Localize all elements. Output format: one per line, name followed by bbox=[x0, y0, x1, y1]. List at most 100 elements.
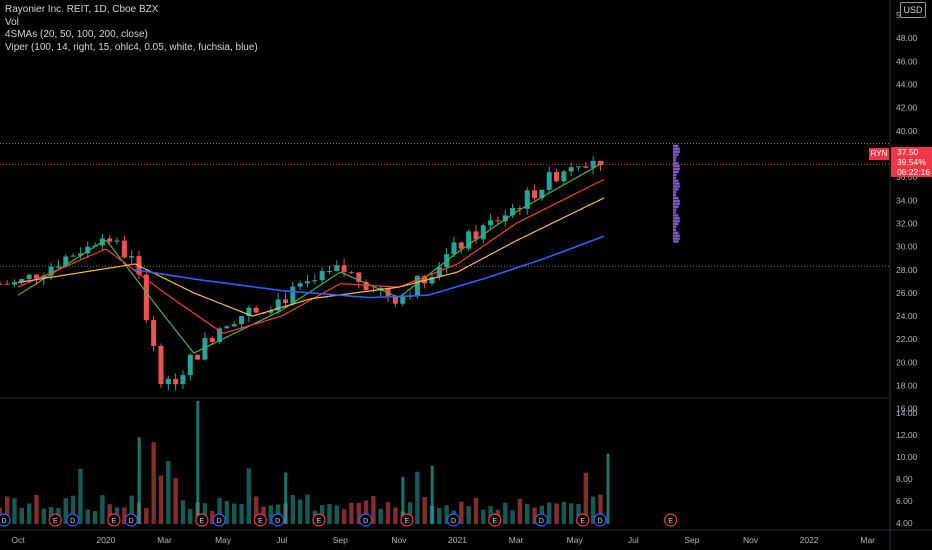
event-marker-label: E bbox=[317, 518, 322, 525]
volume-bar bbox=[444, 505, 449, 524]
earnings-marker[interactable]: E bbox=[195, 513, 209, 527]
earnings-marker[interactable]: E bbox=[48, 513, 62, 527]
event-marker-label: D bbox=[597, 518, 602, 525]
volume-bars bbox=[0, 401, 610, 524]
volume-bar bbox=[78, 468, 83, 524]
volume-spike-bar bbox=[401, 476, 405, 524]
legend-viper[interactable]: Viper (100, 14, right, 15, ohlc4, 0.05, … bbox=[5, 41, 258, 53]
candle-body bbox=[583, 166, 589, 168]
dividend-marker[interactable]: D bbox=[359, 513, 373, 527]
volume-bar bbox=[327, 504, 332, 524]
dividend-marker[interactable]: D bbox=[212, 513, 226, 527]
dividend-marker[interactable]: D bbox=[446, 513, 461, 527]
earnings-marker[interactable]: E bbox=[312, 513, 326, 527]
time-axis: Oct 2020 Mar May Jul Sep Nov 2021 Mar May Jul Sep No… bbox=[11, 535, 875, 545]
price-tick-label: 18.00 bbox=[896, 381, 918, 391]
dividend-marker[interactable]: D bbox=[534, 513, 549, 527]
time-tick-label: Sep bbox=[684, 535, 699, 545]
candle-body bbox=[165, 378, 171, 385]
volume-bar bbox=[407, 502, 413, 524]
volume-spike-bar bbox=[137, 437, 141, 524]
legend-sma[interactable]: 4SMAs (20, 50, 100, 200, close) bbox=[5, 29, 148, 40]
candle-body bbox=[158, 345, 164, 385]
event-marker-label: E bbox=[405, 518, 410, 525]
candle-body bbox=[576, 166, 582, 168]
candle-body bbox=[187, 354, 193, 376]
legend-volume[interactable]: Vol bbox=[5, 16, 19, 28]
candle-body bbox=[180, 375, 186, 385]
legend-symbol[interactable]: Rayonier Inc. REIT, 1D, Cboe BZX bbox=[5, 4, 159, 15]
volume-bar bbox=[180, 500, 186, 524]
dividend-marker[interactable]: D bbox=[65, 513, 80, 527]
earnings-marker[interactable]: E bbox=[253, 513, 267, 527]
viper-profile-row bbox=[673, 185, 680, 188]
volume-bar bbox=[378, 508, 383, 524]
candle-body bbox=[436, 267, 442, 277]
price-tick-label: 48.00 bbox=[896, 33, 918, 43]
event-marker-circle bbox=[124, 513, 138, 527]
candle-body bbox=[524, 190, 530, 209]
earnings-marker[interactable]: E bbox=[400, 513, 414, 527]
candle-body bbox=[356, 272, 362, 282]
candle-body bbox=[77, 253, 83, 256]
price-tick-label: 30.00 bbox=[896, 242, 918, 252]
event-marker-circle bbox=[107, 513, 121, 527]
volume-bar bbox=[568, 503, 574, 524]
viper-profile-row bbox=[673, 188, 679, 191]
volume-bar bbox=[422, 496, 427, 524]
viper-profile-row bbox=[673, 159, 677, 162]
earnings-marker[interactable]: E bbox=[488, 513, 502, 527]
sma-line-sma200 bbox=[135, 235, 605, 299]
dividend-marker[interactable]: D bbox=[124, 513, 138, 527]
event-marker-label: D bbox=[451, 518, 456, 525]
price-tick-label: 26.00 bbox=[896, 288, 918, 298]
volume-bar bbox=[34, 494, 39, 524]
currency-button[interactable]: USD bbox=[900, 2, 926, 18]
price-tag-box: 37.50 39.54% 06:22:16 bbox=[891, 147, 932, 177]
event-marker-label: D bbox=[129, 518, 134, 525]
volume-tick-label: 6.00 bbox=[896, 496, 913, 506]
candle-body bbox=[517, 208, 523, 210]
earnings-marker[interactable]: E bbox=[663, 513, 678, 527]
volume-tick-label: 4.00 bbox=[896, 518, 913, 528]
dividend-marker[interactable]: D bbox=[593, 513, 607, 527]
volume-bar bbox=[92, 511, 98, 524]
volume-bar bbox=[481, 509, 486, 524]
volume-bar bbox=[144, 508, 149, 524]
dividend-marker[interactable]: D bbox=[271, 513, 285, 527]
viper-profile-row bbox=[673, 208, 677, 211]
volume-bar bbox=[239, 504, 244, 524]
volume-bar bbox=[385, 501, 391, 524]
event-marker-circle bbox=[65, 513, 80, 527]
viper-profile-row bbox=[673, 196, 679, 200]
viper-profile-row bbox=[673, 202, 680, 206]
volume-bar bbox=[525, 504, 530, 524]
sma-line-sma20 bbox=[17, 161, 605, 354]
event-marker-label: D bbox=[217, 518, 222, 525]
candle-body bbox=[129, 256, 135, 258]
earnings-marker[interactable]: E bbox=[576, 513, 590, 527]
price-tick-label: 46.00 bbox=[896, 56, 918, 66]
candle-body bbox=[385, 288, 391, 296]
event-marker-circle bbox=[400, 513, 414, 527]
price-tick-label: 32.00 bbox=[896, 218, 918, 228]
volume-bar bbox=[547, 502, 552, 524]
volume-bar bbox=[466, 506, 471, 524]
volume-bar bbox=[371, 495, 376, 524]
price-tick-label: 42.00 bbox=[896, 103, 918, 113]
volume-bar bbox=[305, 494, 310, 524]
volume-bar bbox=[503, 502, 508, 524]
viper-profile-row bbox=[673, 237, 680, 240]
event-marker-label: D bbox=[1, 518, 6, 525]
volume-bar bbox=[232, 503, 237, 524]
candle-body bbox=[11, 282, 17, 285]
event-marker-label: E bbox=[492, 518, 497, 525]
price-tag-countdown: 06:22:16 bbox=[897, 167, 931, 177]
price-tick-label: 36.00 bbox=[896, 172, 918, 182]
dividend-marker[interactable]: D bbox=[0, 513, 11, 527]
viper-profile-row bbox=[673, 211, 677, 214]
viper-profile-row bbox=[673, 231, 679, 235]
viper-profile-row bbox=[673, 190, 677, 194]
earnings-marker[interactable]: E bbox=[107, 513, 121, 527]
